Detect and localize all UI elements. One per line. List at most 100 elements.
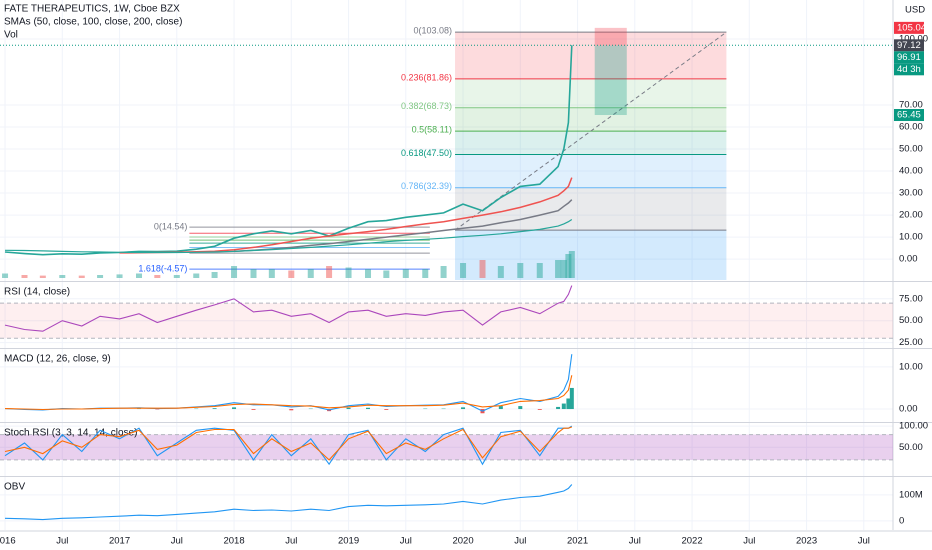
volume-bar	[250, 269, 257, 278]
volume-bar	[21, 275, 28, 278]
volume-bar	[39, 275, 46, 278]
volume-bar	[568, 251, 575, 278]
y-tick-label: 100.00	[899, 421, 928, 432]
projection-target	[594, 45, 627, 116]
volume-bar	[288, 270, 295, 278]
y-tick-label: 50.00	[899, 442, 923, 453]
y-tick-label: 30.00	[899, 188, 923, 199]
series-line	[4, 484, 573, 521]
volume-bar	[154, 275, 161, 278]
x-tick-label: Jul	[629, 536, 641, 547]
fib-band	[455, 154, 727, 188]
y-tick-label: 0.00	[899, 254, 918, 265]
volume-bar	[97, 275, 104, 278]
volume-bar	[555, 260, 562, 278]
pane-title: MACD (12, 26, close, 9)	[4, 354, 111, 365]
histogram-bar	[461, 407, 466, 410]
volume-bar	[536, 263, 543, 278]
volume-bar	[211, 272, 218, 278]
series-line	[233, 199, 573, 253]
histogram-bar	[498, 406, 503, 410]
histogram-bar	[561, 403, 566, 410]
price-tag-label: 105.04	[897, 22, 926, 33]
volume-bar	[268, 269, 275, 278]
volume-legend: Vol	[4, 30, 18, 41]
histogram-bar	[556, 406, 561, 410]
x-tick-label: Jul	[171, 536, 183, 547]
x-tick-label: Jul	[514, 536, 526, 547]
x-tick-label: Jul	[285, 536, 297, 547]
y-tick-label: 100.00	[899, 33, 928, 44]
histogram-bar	[569, 387, 574, 410]
y-tick-label: 10.00	[899, 232, 923, 243]
y-tick-label: 25.00	[899, 337, 923, 348]
volume-bar	[193, 273, 200, 278]
price-tag-label: 4d 3h	[897, 64, 921, 75]
histogram-bar	[384, 409, 389, 410]
volume-bar	[565, 254, 572, 278]
x-tick-label: 2021	[567, 536, 588, 547]
price-tag	[894, 39, 924, 52]
volume-bar	[231, 266, 238, 278]
series-line	[4, 285, 573, 332]
volume-bar	[2, 273, 9, 278]
series-line	[4, 426, 572, 461]
x-tick-label: Jul	[400, 536, 412, 547]
fib-label: 0.5(58.11)	[412, 125, 452, 135]
fib-label: 1.618(-4.57)	[138, 264, 187, 274]
series-line	[4, 375, 573, 411]
histogram-bar	[518, 406, 523, 410]
x-tick-label: 2023	[796, 536, 817, 547]
volume-bar	[116, 274, 123, 278]
series-line	[4, 425, 573, 466]
volume-bar	[173, 275, 180, 278]
volume-bar	[326, 266, 333, 278]
volume-bar	[479, 260, 486, 278]
series-line	[4, 218, 573, 254]
series-line	[4, 45, 573, 256]
x-tick-label: 2019	[338, 536, 359, 547]
fib-band	[455, 230, 727, 280]
histogram-bar	[346, 407, 351, 410]
histogram-bar	[566, 398, 571, 410]
volume-bar	[517, 263, 524, 278]
fib-label: 0(103.08)	[413, 26, 452, 36]
histogram-bar	[232, 407, 237, 410]
volume-bar	[440, 266, 447, 278]
x-tick-label: 2020	[452, 536, 473, 547]
y-tick-label: 20.00	[899, 210, 923, 221]
price-tag	[894, 51, 924, 64]
volume-bar	[59, 275, 66, 278]
fib-label: 0.236(81.86)	[401, 72, 452, 82]
price-tag-label: 65.45	[897, 110, 921, 121]
fib-label: 0.786(32.39)	[401, 181, 452, 191]
currency-label: USD	[905, 5, 925, 16]
price-tag-label: 96.91	[897, 52, 921, 63]
indicator-legend: SMAs (50, close, 100, close, 200, close)	[4, 17, 182, 28]
y-tick-label: 10.00	[899, 361, 923, 372]
x-tick-label: Jul	[858, 536, 870, 547]
price-tag	[894, 109, 924, 122]
y-tick-label: 50.00	[899, 144, 923, 155]
volume-bar	[78, 275, 85, 278]
y-tick-label: 75.00	[899, 293, 923, 304]
y-tick-label: 0.00	[899, 404, 918, 415]
pane-title: OBV	[4, 482, 25, 493]
histogram-bar	[251, 409, 256, 410]
x-tick-label: Jul	[56, 536, 68, 547]
pane-title: RSI (14, close)	[4, 287, 70, 298]
volume-bar	[497, 266, 504, 278]
fib-label: 0.618(47.50)	[401, 148, 452, 158]
x-tick-label: Jul	[743, 536, 755, 547]
x-tick-label: 2018	[223, 536, 244, 547]
volume-bar	[560, 260, 567, 278]
price-tag-label: 97.12	[897, 40, 921, 51]
volume-bar	[422, 269, 429, 278]
fib-band	[455, 131, 727, 155]
chart-title: FATE THERAPEUTICS, 1W, Cboe BZX	[4, 4, 180, 15]
histogram-bar	[289, 409, 294, 411]
fib-label: 0(14.54)	[154, 221, 188, 231]
volume-bar	[460, 263, 467, 278]
histogram-bar	[212, 408, 217, 410]
